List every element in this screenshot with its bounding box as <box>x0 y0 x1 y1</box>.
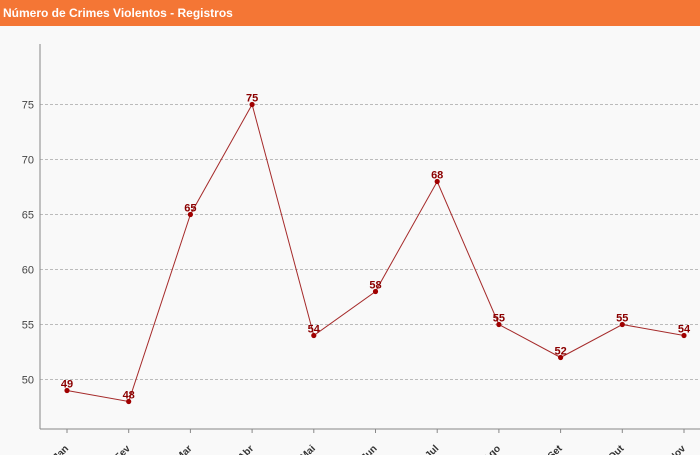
data-point <box>64 387 70 394</box>
chart-svg: 50 55 60 65 70 75 Jan Fev Mar Abr Mai Jun Jul Ago Set O… <box>22 44 700 455</box>
data-point <box>434 178 440 185</box>
data-label: 54 <box>308 324 321 336</box>
grid-layer <box>40 104 700 380</box>
data-point <box>126 398 132 405</box>
x-tick-label: Fev <box>113 443 133 455</box>
data-label: 65 <box>184 203 196 215</box>
data-point <box>311 332 317 339</box>
data-point <box>619 321 625 328</box>
x-tick-label: Abr <box>236 443 256 455</box>
data-label: 55 <box>616 313 628 325</box>
label-layer: 49 48 65 75 54 58 68 55 52 55 54 <box>61 93 691 402</box>
data-label: 48 <box>123 390 135 402</box>
data-point <box>496 321 502 328</box>
x-tick-label: Out <box>606 443 626 455</box>
data-label: 68 <box>431 170 443 182</box>
data-label: 75 <box>246 93 258 105</box>
line-chart: 50 55 60 65 70 75 Jan Fev Mar Abr Mai Jun Jul Ago Set O… <box>0 26 700 455</box>
series-layer <box>64 101 687 405</box>
x-tick-label: Mar <box>174 443 194 455</box>
data-point <box>681 332 687 339</box>
data-point <box>249 101 255 108</box>
data-point <box>372 288 379 295</box>
data-point <box>187 211 193 218</box>
data-label: 49 <box>61 379 73 391</box>
chart-title-bar: Número de Crimes Violentos - Registros <box>0 0 700 26</box>
y-tick-label: 75 <box>22 100 34 112</box>
x-tick-label: Set <box>546 443 565 455</box>
data-point <box>558 354 564 361</box>
y-tick-label: 65 <box>22 210 34 222</box>
data-label: 54 <box>678 324 691 336</box>
y-tick-label: 70 <box>22 155 34 167</box>
x-tick-label: Ago <box>481 443 503 455</box>
x-tick-label: Mai <box>298 443 318 455</box>
data-label: 55 <box>493 313 505 325</box>
y-tick-label: 60 <box>22 265 34 277</box>
data-label: 52 <box>554 346 566 358</box>
data-label: 58 <box>369 280 381 292</box>
x-tick-label: Nov <box>667 443 688 455</box>
y-tick-label: 50 <box>22 375 34 387</box>
y-tick-label: 55 <box>22 320 34 332</box>
chart-title: Número de Crimes Violentos - Registros <box>3 6 233 20</box>
x-tick-label: Jan <box>51 443 71 455</box>
series-line <box>66 103 685 403</box>
x-tick-label: Jun <box>359 443 379 455</box>
x-tick-label: Jul <box>423 443 441 455</box>
